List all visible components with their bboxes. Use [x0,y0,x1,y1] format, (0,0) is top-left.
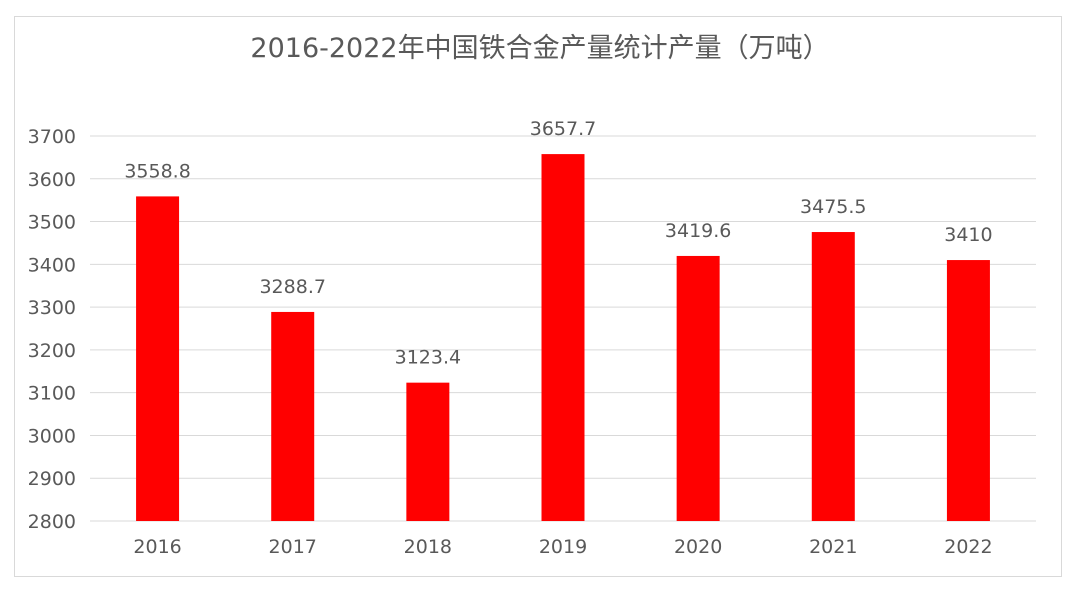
x-tick-label-2018: 2018 [404,536,452,558]
y-tick-label: 2800 [28,511,76,533]
data-label-2017: 3288.7 [259,276,325,298]
bar-2016 [136,196,180,521]
bar-2018 [406,382,450,521]
y-tick-label: 3000 [28,425,76,447]
bar-2022 [946,260,990,521]
data-label-2020: 3419.6 [665,220,731,242]
x-axis: 2016 2017 2018 2019 2020 2021 2022 [133,536,992,558]
bar-2017 [271,311,315,521]
data-label-2018: 3123.4 [395,347,461,369]
x-tick-label-2016: 2016 [133,536,181,558]
data-label-2022: 3410 [944,224,992,246]
y-tick-label: 3600 [28,169,76,191]
bar-2020 [676,255,720,521]
x-tick-label-2019: 2019 [539,536,587,558]
x-tick-label-2021: 2021 [809,536,857,558]
bar-layer [136,154,990,521]
y-tick-label: 3200 [28,340,76,362]
y-tick-label: 3500 [28,212,76,234]
y-tick-label: 3700 [28,126,76,148]
y-tick-label: 3300 [28,297,76,319]
chart-title: 2016-2022年中国铁合金产量统计产量（万吨） [250,33,829,64]
y-axis: 2800 2900 3000 3100 3200 3300 3400 3500 3600 3700 [28,126,76,533]
y-tick-label: 3400 [28,254,76,276]
y-tick-label: 3100 [28,383,76,405]
data-label-2021: 3475.5 [800,196,866,218]
x-tick-label-2017: 2017 [269,536,317,558]
y-tick-label: 2900 [28,468,76,490]
data-label-layer: 3558.8 3288.7 3123.4 3657.7 3419.6 3475.5 3410 [124,118,992,369]
data-label-2019: 3657.7 [530,118,596,140]
data-label-2016: 3558.8 [124,160,190,182]
bar-2019 [541,154,585,521]
x-tick-label-2020: 2020 [674,536,722,558]
chart-frame [14,16,1062,577]
bar-2021 [811,232,855,521]
x-tick-label-2022: 2022 [944,536,992,558]
